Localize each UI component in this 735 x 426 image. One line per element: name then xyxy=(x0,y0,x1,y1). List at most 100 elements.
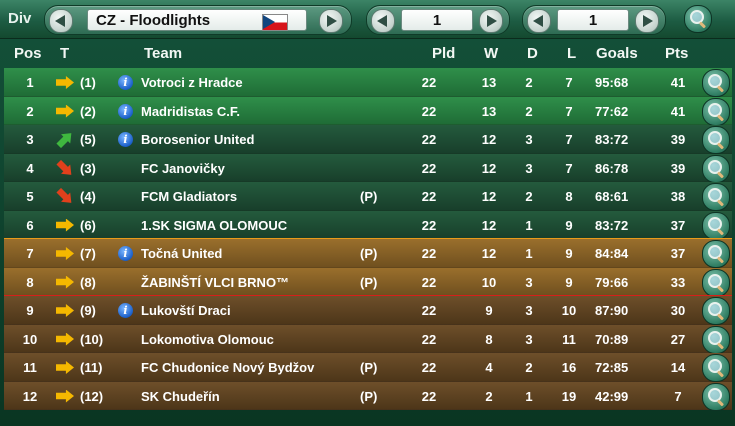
table-row[interactable]: 2 (2) i Madridistas C.F. 22 13 2 7 77:62 41 xyxy=(4,96,732,126)
row-details-button[interactable] xyxy=(702,382,730,411)
selector-b-next-button[interactable] xyxy=(635,9,659,33)
header-w[interactable]: W xyxy=(484,45,499,62)
magnifier-icon xyxy=(708,330,722,345)
top-toolbar: Div CZ - Floodlights 1 1 xyxy=(0,0,735,39)
info-icon[interactable]: i xyxy=(118,75,133,90)
table-row[interactable]: 3 (5) i Borosenior United 22 12 3 7 83:72 39 xyxy=(4,125,732,154)
row-details-button[interactable] xyxy=(702,240,730,268)
row-details-button[interactable] xyxy=(702,354,730,382)
row-goals: 87:90 xyxy=(595,303,629,318)
arrow-down-icon xyxy=(54,157,76,179)
row-details-button[interactable] xyxy=(702,211,730,240)
selector-a-next-button[interactable] xyxy=(479,9,503,33)
header-pos[interactable]: Pos xyxy=(14,45,42,62)
table-row[interactable]: 6 (6) 1.SK SIGMA OLOMOUC 22 12 1 9 83:72 37 xyxy=(4,210,732,240)
row-draws: 2 xyxy=(525,360,533,375)
row-played: 22 xyxy=(421,388,437,404)
division-name-field[interactable]: CZ - Floodlights xyxy=(87,9,307,31)
row-points: 38 xyxy=(670,189,686,204)
info-icon[interactable]: i xyxy=(118,132,133,147)
row-draws: 2 xyxy=(525,103,533,119)
row-losses: 9 xyxy=(565,246,573,261)
magnifier-icon xyxy=(708,102,722,117)
row-points: 37 xyxy=(670,217,686,233)
table-row[interactable]: 12 (12) SK Chudeřín (P) 22 2 1 19 42:99 7 xyxy=(4,381,732,411)
row-details-button[interactable] xyxy=(702,325,730,354)
row-previous-position: (4) xyxy=(80,189,96,204)
header-pts[interactable]: Pts xyxy=(665,45,689,62)
row-played: 22 xyxy=(421,132,437,147)
row-goals: 86:78 xyxy=(595,160,629,176)
row-details-button[interactable] xyxy=(702,97,730,126)
magnifier-handle xyxy=(698,21,707,29)
row-details-button[interactable] xyxy=(702,154,730,183)
row-goals: 70:89 xyxy=(595,331,629,347)
row-previous-position: (8) xyxy=(80,274,96,290)
row-details-button[interactable] xyxy=(702,126,730,154)
division-next-button[interactable] xyxy=(319,9,343,33)
division-prev-button[interactable] xyxy=(49,9,73,33)
arrow-right-icon xyxy=(56,218,74,232)
magnifier-handle xyxy=(716,256,725,264)
row-goals: 83:72 xyxy=(595,217,629,233)
row-details-button[interactable] xyxy=(702,297,730,325)
row-losses: 11 xyxy=(562,331,576,347)
table-row[interactable]: 11 (11) FC Chudonice Nový Bydžov (P) 22 4 2 16 7… xyxy=(4,353,732,382)
magnifier-icon xyxy=(708,273,722,288)
row-goals: 83:72 xyxy=(595,132,629,147)
header-goals[interactable]: Goals xyxy=(596,45,638,62)
arrow-right-icon xyxy=(56,389,74,403)
row-points: 7 xyxy=(674,388,682,404)
table-row[interactable]: 10 (10) Lokomotiva Olomouc 22 8 3 11 70:89 27 xyxy=(4,324,732,354)
arrow-right-icon xyxy=(56,361,74,374)
row-draws: 3 xyxy=(525,160,533,176)
row-details-button[interactable] xyxy=(702,183,730,211)
magnifier-icon xyxy=(708,216,722,231)
magnifier-handle xyxy=(716,142,725,150)
header-trend[interactable]: T xyxy=(60,45,70,62)
table-row[interactable]: 5 (4) FCM Gladiators (P) 22 12 2 8 68:61 38 xyxy=(4,182,732,211)
table-row[interactable]: 7 (7) i Točná United (P) 22 12 1 9 84:84 37 xyxy=(4,239,732,268)
row-draws: 3 xyxy=(525,331,533,347)
header-l[interactable]: L xyxy=(567,45,577,62)
row-losses: 9 xyxy=(565,274,573,290)
row-previous-position: (10) xyxy=(80,331,104,347)
header-d[interactable]: D xyxy=(527,45,538,62)
row-played: 22 xyxy=(421,360,437,375)
row-losses: 19 xyxy=(561,388,577,404)
row-team-name: FC Janovičky xyxy=(141,160,225,176)
header-team[interactable]: Team xyxy=(144,45,183,62)
selector-b: 1 xyxy=(522,5,666,35)
selector-b-field[interactable]: 1 xyxy=(557,9,629,31)
table-row[interactable]: 8 (8) ŽABINŠTÍ VLCI BRNO™ (P) 22 10 3 9 79:66 33 xyxy=(4,267,732,297)
info-icon[interactable]: i xyxy=(118,103,133,119)
info-icon[interactable]: i xyxy=(118,246,133,261)
row-goals: 95:68 xyxy=(595,75,629,90)
table-row[interactable]: 4 (3) FC Janovičky 22 12 3 7 86:78 39 xyxy=(4,153,732,183)
row-points: 33 xyxy=(670,274,686,290)
row-team-flag: (P) xyxy=(360,388,378,404)
row-goals: 84:84 xyxy=(595,246,629,261)
info-icon[interactable]: i xyxy=(118,303,133,318)
row-details-button[interactable] xyxy=(702,69,730,97)
row-team-name: Lukovští Draci xyxy=(141,303,231,318)
row-draws: 1 xyxy=(525,246,533,261)
czech-flag-icon xyxy=(262,14,288,31)
selector-a-field[interactable]: 1 xyxy=(401,9,473,31)
row-played: 22 xyxy=(421,189,437,204)
row-position: 7 xyxy=(26,246,34,261)
search-button[interactable] xyxy=(684,5,712,33)
magnifier-handle xyxy=(716,370,725,378)
row-position: 1 xyxy=(26,75,34,90)
row-details-button[interactable] xyxy=(702,268,730,297)
selector-a: 1 xyxy=(366,5,510,35)
row-previous-position: (7) xyxy=(80,246,96,261)
row-previous-position: (9) xyxy=(80,303,96,318)
magnifier-icon xyxy=(708,159,722,174)
table-row[interactable]: 9 (9) i Lukovští Draci 22 9 3 10 87:90 30 xyxy=(4,296,732,325)
magnifier-icon xyxy=(708,245,722,259)
header-pld[interactable]: Pld xyxy=(432,45,456,62)
selector-a-prev-button[interactable] xyxy=(371,9,395,33)
selector-b-prev-button[interactable] xyxy=(527,9,551,33)
table-row[interactable]: 1 (1) i Votroci z Hradce 22 13 2 7 95:68 41 xyxy=(4,68,732,97)
